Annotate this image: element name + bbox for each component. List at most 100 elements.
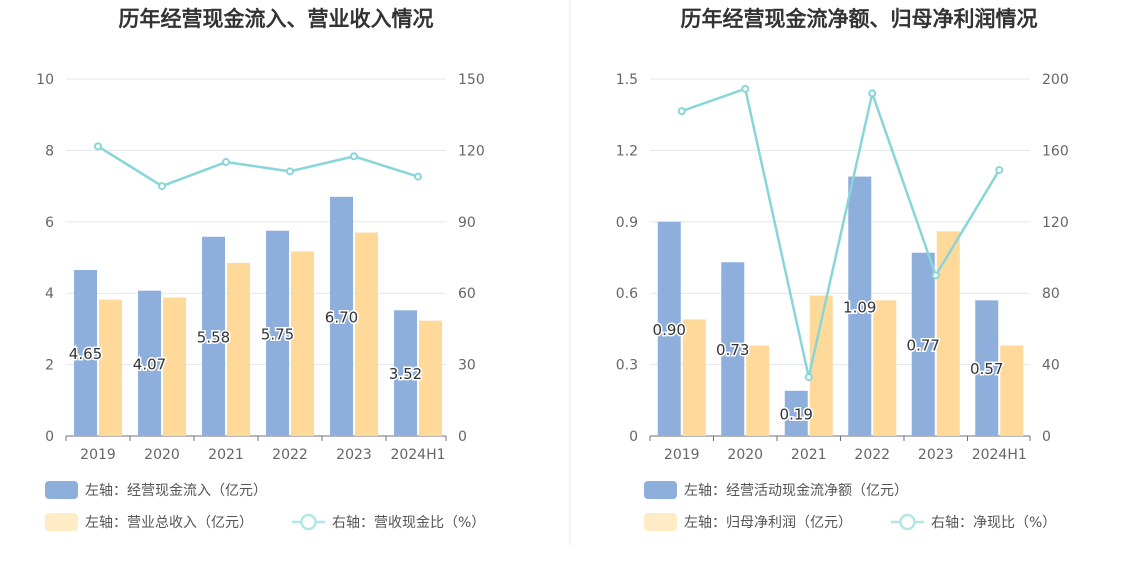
y-right-tick-label: 200 [1042, 72, 1069, 88]
line-point [158, 182, 166, 191]
line-point [995, 166, 1004, 175]
y-right-tick-label: 150 [458, 72, 485, 88]
bar-data-label: 4.65 [69, 345, 102, 363]
bar-secondary [809, 295, 833, 436]
bar-secondary [99, 299, 122, 436]
y-left-tick-label: 0.6 [616, 286, 638, 302]
bar-secondary [227, 262, 250, 436]
chart-title: 历年经营现金流入、营业收入情况 [119, 7, 434, 31]
y-left-tick-label: 0.9 [616, 215, 638, 231]
line-point [222, 158, 230, 167]
bar-secondary [163, 297, 186, 436]
legend-swatch-secondary [45, 513, 78, 531]
y-right-tick-label: 120 [1042, 215, 1069, 231]
x-tick-label: 2020 [727, 447, 763, 463]
y-left-tick-label: 0 [45, 429, 54, 445]
legend-label-secondary: 左轴：营业总收入（亿元） [85, 515, 253, 531]
x-tick-label: 2022 [272, 447, 308, 463]
bar-primary [911, 252, 935, 436]
bar-secondary [1000, 345, 1024, 436]
bar-primary [330, 196, 353, 436]
y-right-tick-label: 120 [458, 143, 485, 159]
bar-data-label: 3.52 [389, 365, 422, 383]
x-tick-label: 2023 [336, 447, 372, 463]
line-point [868, 89, 877, 98]
bar-data-label: 0.57 [970, 360, 1003, 378]
y-left-tick-label: 1.5 [616, 72, 638, 88]
bar-primary [784, 390, 808, 436]
legend-swatch-primary [45, 481, 78, 499]
y-left-tick-label: 0 [629, 429, 638, 445]
y-right-tick-label: 30 [458, 358, 476, 374]
chart-panel-cash-net: 历年经营现金流净额、归母净利润情况 0 0 0.3 40 0.6 80 0.9 120 1.2 16… [616, 7, 1069, 531]
bar-data-label: 0.90 [653, 321, 686, 339]
y-right-tick-label: 40 [1042, 358, 1060, 374]
bar-data-label: 4.07 [133, 355, 166, 373]
bar-primary [266, 230, 289, 436]
bar-secondary [873, 300, 897, 436]
x-tick-label: 2021 [791, 447, 827, 463]
y-right-tick-label: 0 [1042, 429, 1051, 445]
y-left-tick-label: 1.2 [616, 143, 638, 159]
line-point [414, 172, 422, 181]
line-point [350, 152, 358, 161]
x-tick-label: 2022 [854, 447, 890, 463]
legend-label-primary: 左轴：经营活动现金流净额（亿元） [684, 483, 908, 499]
y-right-tick-label: 0 [458, 429, 467, 445]
bar-primary [721, 262, 745, 436]
bar-secondary [419, 320, 442, 436]
bar-secondary [746, 345, 770, 436]
chart-title: 历年经营现金流净额、归母净利润情况 [681, 7, 1038, 31]
bar-data-label: 5.75 [261, 325, 294, 343]
y-left-tick-label: 4 [45, 286, 54, 302]
bar-secondary [936, 231, 960, 436]
bar-data-label: 0.77 [907, 336, 940, 354]
line-series [681, 87, 1001, 378]
bar-primary [975, 300, 999, 436]
bar-data-label: 1.09 [843, 298, 876, 316]
legend-swatch-primary [644, 481, 677, 499]
y-right-tick-label: 60 [458, 286, 476, 302]
x-tick-label: 2024H1 [390, 447, 445, 463]
bar-data-label: 6.70 [325, 308, 358, 326]
legend-label-line: 右轴：净现比（%） [931, 515, 1056, 531]
bar-secondary [291, 251, 314, 436]
bar-secondary [355, 232, 378, 436]
bar-data-label: 0.73 [716, 341, 749, 359]
x-tick-label: 2019 [80, 447, 116, 463]
y-left-tick-label: 2 [45, 358, 54, 374]
bar-data-label: 0.19 [780, 405, 813, 423]
y-left-tick-label: 8 [45, 143, 54, 159]
x-tick-label: 2024H1 [972, 447, 1027, 463]
legend-line-marker [300, 513, 317, 531]
x-tick-label: 2019 [664, 447, 700, 463]
bar-primary [657, 221, 681, 436]
x-tick-label: 2021 [208, 447, 244, 463]
line-point [94, 142, 102, 151]
legend-label-primary: 左轴：经营现金流入（亿元） [85, 483, 267, 499]
y-left-tick-label: 0.3 [616, 358, 638, 374]
y-left-tick-label: 6 [45, 215, 54, 231]
bar-primary [138, 290, 161, 436]
line-point [677, 107, 686, 116]
legend-label-line: 右轴：营收现金比（%） [332, 515, 485, 531]
y-right-tick-label: 80 [1042, 286, 1060, 302]
bar-secondary [682, 319, 706, 436]
y-right-tick-label: 160 [1042, 143, 1069, 159]
line-point [286, 167, 294, 176]
legend-line-marker [899, 513, 916, 531]
line-series [97, 145, 419, 188]
bar-primary [74, 269, 97, 436]
legend-swatch-secondary [644, 513, 677, 531]
line-point [931, 271, 940, 280]
x-tick-label: 2023 [918, 447, 954, 463]
bar-primary [202, 236, 225, 436]
bar-primary [848, 176, 872, 436]
line-point [741, 84, 750, 93]
y-left-tick-label: 10 [36, 72, 54, 88]
y-right-tick-label: 90 [458, 215, 476, 231]
bar-data-label: 5.58 [197, 328, 230, 346]
chart-panel-cash-inflow: 历年经营现金流入、营业收入情况 0 0 2 30 4 60 6 90 8 120 10 150 2019 2… [36, 7, 485, 531]
